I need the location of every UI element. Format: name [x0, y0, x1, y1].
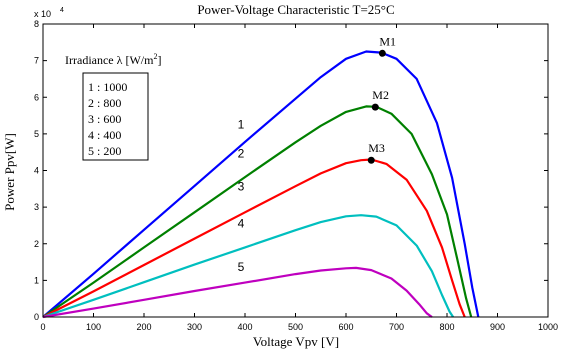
y-tick-label: 7 [34, 56, 39, 66]
x-tick-label: 400 [237, 322, 252, 332]
marker-label-m3: M3 [368, 141, 385, 155]
y-tick-label: 3 [34, 202, 39, 212]
legend-title: Irradiance λ [W/m2] [65, 52, 161, 67]
curve-label: 3 [238, 180, 245, 194]
x-tick-label: 800 [439, 322, 454, 332]
plot-frame [42, 23, 549, 318]
x-axis-label: Voltage Vpv [V] [253, 334, 339, 349]
x-tick-label: 0 [40, 322, 45, 332]
y-tick-label: 2 [34, 239, 39, 249]
legend: Irradiance λ [W/m2] 1 : 1000 2 : 800 3 :… [65, 52, 161, 161]
y-tick-label: 5 [34, 129, 39, 139]
x-tick-label: 600 [338, 322, 353, 332]
marker-point-m1 [378, 49, 386, 57]
x-tick-label: 100 [86, 322, 101, 332]
x-tick-label: 500 [288, 322, 303, 332]
curve-label: 4 [238, 216, 245, 230]
curve-label: 2 [238, 147, 245, 161]
legend-title-main: Irradiance λ [W/m [65, 53, 154, 67]
y-tick-label: 8 [34, 19, 39, 29]
y-tick-label: 1 [34, 275, 39, 285]
legend-entry: 3 : 600 [88, 112, 121, 126]
series-line-4 [42, 214, 455, 319]
marker-label-m2: M2 [372, 88, 389, 102]
marker-label-m1: M1 [379, 34, 396, 48]
x-tick-label: 1000 [538, 322, 558, 332]
curve-labels: 1 2 3 4 5 [238, 117, 245, 274]
x-tick-label: 300 [187, 322, 202, 332]
series-line-3 [42, 158, 466, 318]
axis-ticks: 0 100 200 300 400 500 600 700 800 900 1000 0 1 2 3 4 5 6 7… [34, 19, 558, 332]
series-lines [42, 50, 480, 319]
series-line-1 [42, 50, 480, 318]
curve-label: 1 [238, 117, 245, 131]
legend-entry: 4 : 400 [88, 128, 121, 142]
marker-point-m3 [367, 156, 375, 164]
x-tick-label: 200 [136, 322, 151, 332]
legend-box [82, 72, 149, 161]
legend-entry: 1 : 1000 [88, 80, 127, 94]
y-tick-label: 4 [34, 166, 39, 176]
x-tick-label: 700 [389, 322, 404, 332]
y-axis-label: Power Ppv[W] [2, 133, 17, 211]
y-tick-label: 0 [34, 312, 39, 322]
legend-entry: 2 : 800 [88, 96, 121, 110]
legend-title-sup: 2 [153, 52, 157, 61]
legend-entry: 5 : 200 [88, 144, 121, 158]
y-exponent-base: x 10 [34, 9, 51, 19]
curve-label: 5 [238, 260, 245, 274]
y-tick-label: 6 [34, 92, 39, 102]
chart-title: Power-Voltage Characteristic T=25°C [197, 2, 394, 17]
max-power-markers: M1 M2 M3 [367, 34, 396, 164]
series-line-2 [42, 105, 473, 318]
y-exponent: x 10 4 [34, 7, 64, 19]
y-exponent-power: 4 [60, 7, 64, 14]
legend-title-end: ] [157, 53, 161, 67]
series-line-5 [42, 266, 433, 319]
x-tick-label: 900 [490, 322, 505, 332]
marker-point-m2 [371, 103, 379, 111]
